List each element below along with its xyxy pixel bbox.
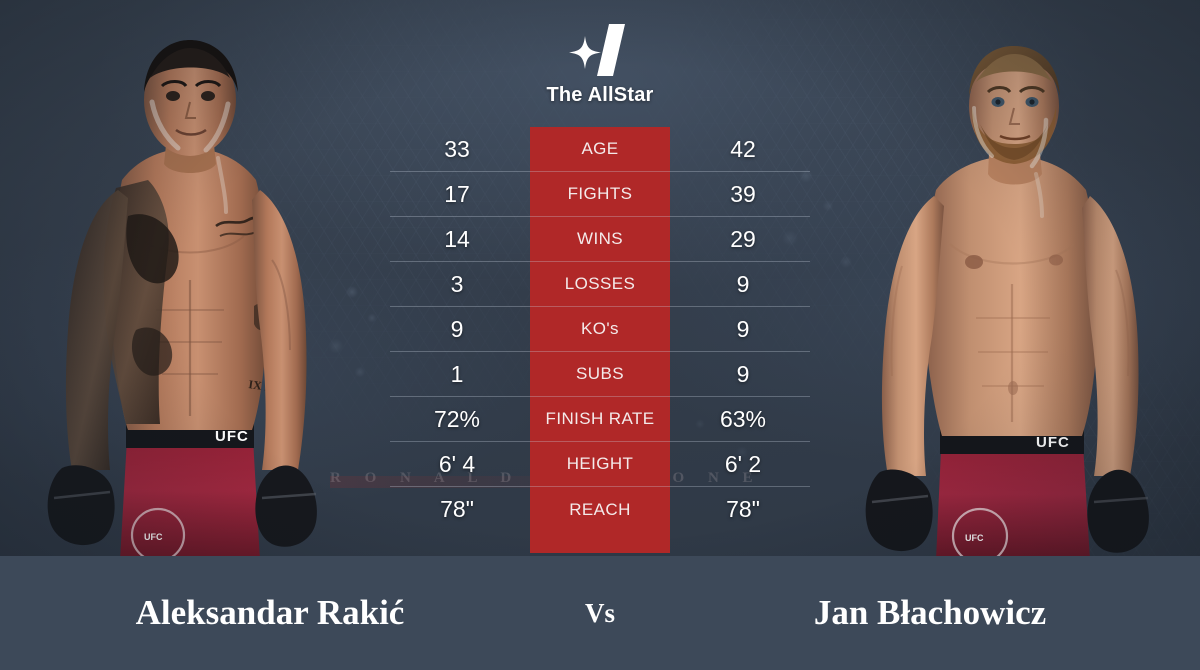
stat-label: FINISH RATE (530, 397, 670, 441)
stats-table: 33 AGE 42 17 FIGHTS 39 14 WINS 29 3 LOSS… (390, 127, 810, 532)
left-stat-value: 9 (450, 315, 464, 342)
stat-label: SUBS (530, 352, 670, 396)
right-stat-value: 6' 2 (724, 450, 762, 477)
right-stat-value: 63% (719, 405, 767, 432)
table-row: 1 SUBS 9 (390, 352, 810, 397)
stat-label: LOSSES (530, 262, 670, 306)
left-stat-value: 3 (450, 270, 464, 297)
left-stat-value: 1 (450, 360, 464, 387)
left-stat-value: 78" (440, 496, 474, 522)
right-stat-value: 9 (736, 315, 750, 342)
left-stat-value: 6' 4 (438, 450, 476, 477)
left-stat-value: 33 (444, 135, 470, 162)
brand-name: The AllStar (546, 84, 654, 106)
table-row: 78" REACH 78" (390, 487, 810, 532)
right-stat-value: 9 (736, 270, 750, 297)
table-row: 72% FINISH RATE 63% (390, 397, 810, 442)
table-row: 17 FIGHTS 39 (390, 172, 810, 217)
stat-label: REACH (530, 487, 670, 532)
left-stat-value: 14 (444, 225, 470, 252)
left-stat-value: 72% (433, 405, 481, 432)
left-stat-value: 17 (444, 180, 470, 207)
table-row: 3 LOSSES 9 (390, 262, 810, 307)
table-row: 14 WINS 29 (390, 217, 810, 262)
right-stat-value: 39 (730, 180, 756, 207)
stat-label: AGE (530, 127, 670, 171)
right-stat-value: 29 (730, 225, 756, 252)
right-stat-value: 42 (730, 135, 756, 162)
right-stat-value: 78" (726, 496, 760, 522)
stat-label: WINS (530, 217, 670, 261)
vs-label: Vs (584, 597, 615, 628)
stat-label: KO's (530, 307, 670, 351)
table-row: 33 AGE 42 (390, 127, 810, 172)
left-fighter-name: Aleksandar Rakić (135, 593, 405, 632)
right-fighter-name: Jan Błachowicz (813, 593, 1047, 632)
allstar-a-star-icon (569, 24, 625, 76)
footer-bar: Aleksandar Rakić Vs Jan Błachowicz (0, 556, 1200, 670)
brand-logo[interactable]: The AllStar (0, 22, 1200, 107)
table-row: 6' 4 HEIGHT 6' 2 (390, 442, 810, 487)
stat-label: HEIGHT (530, 442, 670, 486)
stat-label: FIGHTS (530, 172, 670, 216)
table-row: 9 KO's 9 (390, 307, 810, 352)
right-stat-value: 9 (736, 360, 750, 387)
